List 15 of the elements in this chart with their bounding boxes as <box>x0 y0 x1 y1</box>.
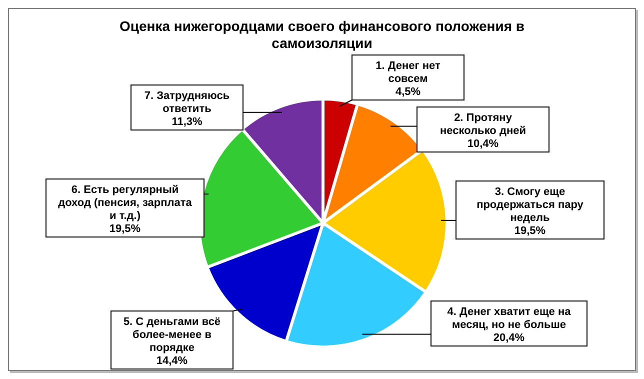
chart-title: Оценка нижегородцами своего финансового положения в самоизоляции <box>119 18 525 51</box>
slice-label: 2. Протяну несколько дней <box>440 112 526 137</box>
data-label: 20,4% <box>493 332 525 344</box>
slice-label: 7. Затрудняюсь ответить <box>144 90 230 115</box>
slice-label: 5. С деньгами всё более-менее в порядке <box>123 316 221 354</box>
data-label: 19,5% <box>109 223 141 235</box>
slice-label: 6. Есть регулярный доход (пенсия, зарплата и т.д.) <box>58 184 193 222</box>
data-label: 19,5% <box>514 225 546 237</box>
slice-label: 1. Денег нет совсем <box>376 60 441 85</box>
data-label: 10,4% <box>467 138 499 150</box>
data-label: 14,4% <box>156 355 188 367</box>
slice-label: 4. Денег хватит еще на месяц, но не больше <box>447 306 572 331</box>
data-label: 11,3% <box>172 116 203 128</box>
slice-label: 3. Смогу еще продержаться пару недель <box>476 186 584 224</box>
data-label: 4,5% <box>395 86 421 98</box>
